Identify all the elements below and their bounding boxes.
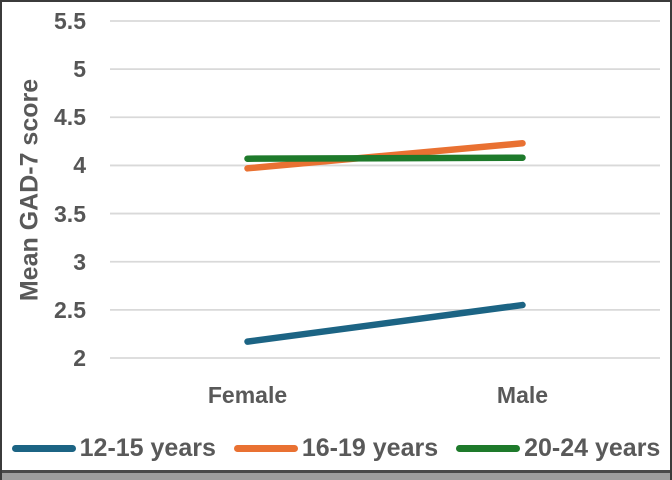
legend-label: 20-24 years <box>524 433 661 462</box>
y-tick-label: 3 <box>73 248 86 275</box>
legend-label: 12-15 years <box>79 433 216 462</box>
legend-line-swatch <box>11 444 76 452</box>
series-line-20-24-years <box>244 154 526 162</box>
y-tick-label: 4 <box>73 152 86 179</box>
figure-bottom-strip <box>2 473 670 480</box>
y-tick-label: 2 <box>73 345 86 371</box>
legend-line-swatch <box>456 444 521 452</box>
x-category-label: Male <box>496 382 549 408</box>
legend-item-20-24-years: 20-24 years <box>456 434 660 463</box>
plot-area <box>110 20 660 359</box>
y-tick-label: 3.5 <box>54 200 86 227</box>
y-tick-label: 4.5 <box>54 104 86 131</box>
figure-bottom-border <box>2 470 670 473</box>
x-category-label: Female <box>207 382 288 408</box>
legend: 12-15 years 16-19 years 20-24 years <box>2 432 670 464</box>
legend-line-swatch <box>233 444 298 452</box>
y-tick-label: 2.5 <box>54 296 86 323</box>
y-tick-label: 5 <box>73 56 86 83</box>
legend-item-12-15-years: 12-15 years <box>11 433 216 463</box>
legend-label: 16-19 years <box>301 433 439 462</box>
y-tick-label: 5.5 <box>54 8 86 34</box>
legend-item-16-19-years: 16-19 years <box>233 433 439 463</box>
series-line-12-15-years <box>244 301 526 345</box>
